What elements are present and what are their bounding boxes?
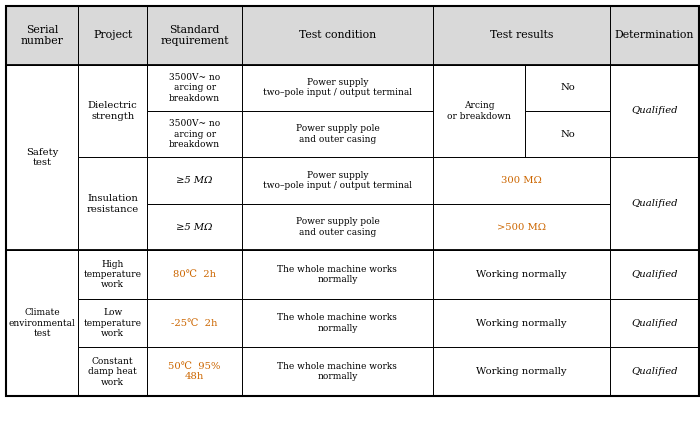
- Text: Working normally: Working normally: [476, 319, 567, 328]
- Text: Working normally: Working normally: [476, 270, 567, 279]
- Bar: [610, 250, 699, 299]
- Bar: [78, 299, 147, 347]
- Bar: [610, 64, 699, 157]
- Text: 80℃  2h: 80℃ 2h: [173, 270, 216, 279]
- Bar: [242, 250, 433, 299]
- Bar: [242, 204, 433, 250]
- Bar: [433, 299, 610, 347]
- Bar: [610, 299, 699, 347]
- Text: Serial
number: Serial number: [20, 25, 64, 46]
- Text: Standard
requirement: Standard requirement: [160, 25, 229, 46]
- Text: Qualified: Qualified: [631, 200, 678, 208]
- Text: No: No: [561, 83, 575, 92]
- Text: Test condition: Test condition: [299, 31, 376, 40]
- Text: Arcing
or breakdown: Arcing or breakdown: [447, 101, 511, 121]
- Text: Determination: Determination: [615, 31, 694, 40]
- Bar: [78, 250, 147, 299]
- Text: Constant
damp heat
work: Constant damp heat work: [88, 357, 137, 387]
- Bar: [147, 111, 242, 157]
- Text: Project: Project: [93, 31, 132, 40]
- Bar: [147, 204, 242, 250]
- Text: Test results: Test results: [490, 31, 553, 40]
- Text: Insulation
resistance: Insulation resistance: [87, 194, 139, 214]
- Text: -25℃  2h: -25℃ 2h: [172, 319, 218, 328]
- Bar: [6, 6, 78, 64]
- Text: 3500V~ no
arcing or
breakdown: 3500V~ no arcing or breakdown: [169, 119, 220, 149]
- Text: Power supply
two–pole input / output terminal: Power supply two–pole input / output ter…: [263, 78, 412, 98]
- Text: The whole machine works
normally: The whole machine works normally: [277, 265, 398, 284]
- Bar: [147, 250, 242, 299]
- Bar: [242, 157, 433, 204]
- Text: 300 MΩ: 300 MΩ: [501, 176, 542, 185]
- Bar: [242, 347, 433, 396]
- Bar: [147, 6, 242, 64]
- Text: Power supply pole
and outer casing: Power supply pole and outer casing: [295, 217, 379, 237]
- Text: Qualified: Qualified: [631, 107, 678, 115]
- Text: Dielectric
strength: Dielectric strength: [88, 101, 138, 121]
- Text: ≥5 MΩ: ≥5 MΩ: [176, 176, 213, 185]
- Text: Qualified: Qualified: [631, 367, 678, 376]
- Text: ≥5 MΩ: ≥5 MΩ: [176, 223, 213, 231]
- Bar: [433, 204, 610, 250]
- Bar: [242, 111, 433, 157]
- Bar: [242, 6, 433, 64]
- Text: Power supply
two–pole input / output terminal: Power supply two–pole input / output ter…: [263, 171, 412, 190]
- Bar: [525, 64, 610, 111]
- Text: High
temperature
work: High temperature work: [84, 260, 141, 289]
- Text: >500 MΩ: >500 MΩ: [497, 223, 546, 231]
- Text: Qualified: Qualified: [631, 319, 678, 328]
- Text: Climate
environmental
test: Climate environmental test: [8, 308, 76, 338]
- Bar: [6, 250, 78, 396]
- Text: No: No: [561, 130, 575, 138]
- Bar: [525, 111, 610, 157]
- Text: 3500V~ no
arcing or
breakdown: 3500V~ no arcing or breakdown: [169, 73, 220, 103]
- Text: Working normally: Working normally: [476, 367, 567, 376]
- Bar: [610, 6, 699, 64]
- Bar: [147, 64, 242, 111]
- Text: Power supply pole
and outer casing: Power supply pole and outer casing: [295, 124, 379, 144]
- Text: Qualified: Qualified: [631, 270, 678, 279]
- Bar: [433, 157, 610, 204]
- Bar: [147, 347, 242, 396]
- Bar: [610, 347, 699, 396]
- Bar: [242, 299, 433, 347]
- Bar: [433, 6, 610, 64]
- Bar: [6, 64, 78, 250]
- Bar: [433, 64, 525, 157]
- Bar: [78, 6, 147, 64]
- Text: The whole machine works
normally: The whole machine works normally: [277, 313, 398, 333]
- Bar: [433, 347, 610, 396]
- Bar: [433, 250, 610, 299]
- Text: Safety
test: Safety test: [26, 147, 58, 167]
- Bar: [78, 347, 147, 396]
- Bar: [242, 64, 433, 111]
- Bar: [147, 299, 242, 347]
- Bar: [147, 157, 242, 204]
- Text: The whole machine works
normally: The whole machine works normally: [277, 362, 398, 381]
- Bar: [610, 157, 699, 250]
- Bar: [78, 64, 147, 157]
- Bar: [78, 157, 147, 250]
- Text: 50℃  95%
48h: 50℃ 95% 48h: [169, 362, 220, 381]
- Text: Low
temperature
work: Low temperature work: [84, 308, 141, 338]
